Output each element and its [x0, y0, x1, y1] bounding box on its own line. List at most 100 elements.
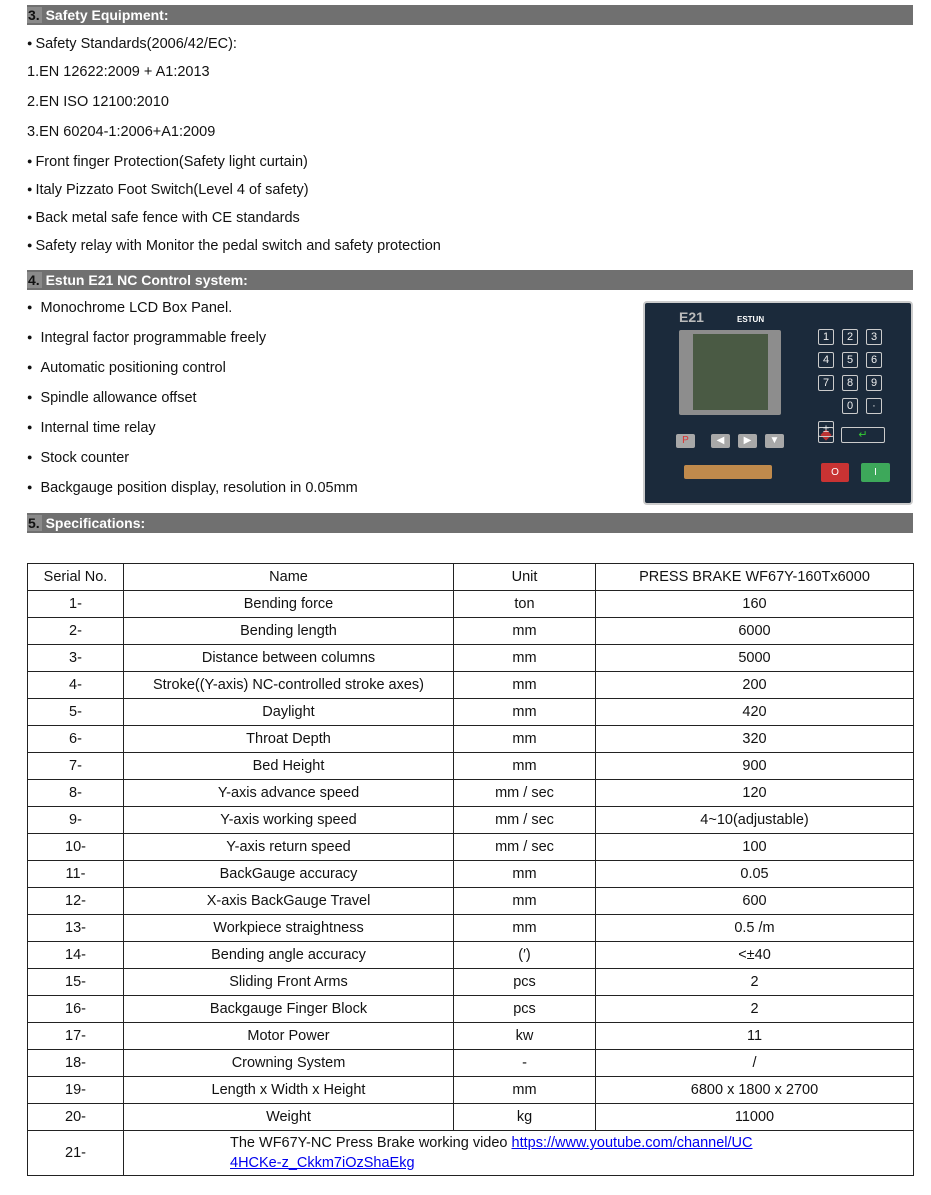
value-cell: 120 — [595, 779, 914, 807]
keypad-key: 0 — [842, 398, 858, 414]
serial-cell: 17- — [27, 1022, 124, 1050]
name-cell: Bending force — [123, 590, 454, 618]
serial-cell: 19- — [27, 1076, 124, 1104]
unit-cell: mm / sec — [453, 833, 596, 861]
value-cell: 100 — [595, 833, 914, 861]
start-button-icon: I — [861, 463, 890, 482]
table-row: 1- Bending force ton 160 — [27, 590, 914, 618]
serial-cell: 8- — [27, 779, 124, 807]
name-cell: Backgauge Finger Block — [123, 995, 454, 1023]
control-feature-item: Internal time relay — [27, 420, 155, 436]
section-title: Safety Equipment: — [45, 7, 169, 23]
control-feature-item: Monochrome LCD Box Panel. — [27, 300, 232, 316]
serial-cell: 13- — [27, 914, 124, 942]
keypad-key: ± — [818, 421, 834, 437]
keypad-key: 7 — [818, 375, 834, 391]
serial-cell: 6- — [27, 725, 124, 753]
youtube-link[interactable]: https://www.youtube.com/channel/UC4HCKe-… — [230, 1135, 753, 1171]
safety-item: 3.EN 60204-1:2006+A1:2009 — [27, 124, 216, 140]
unit-cell: mm — [453, 617, 596, 645]
safety-item: Italy Pizzato Foot Switch(Level 4 of saf… — [27, 182, 308, 198]
keypad-key: 2 — [842, 329, 858, 345]
serial-cell: 16- — [27, 995, 124, 1023]
table-row: 11- BackGauge accuracy mm 0.05 — [27, 860, 914, 888]
value-cell: 0.5 /m — [595, 914, 914, 942]
arrow-down-icon: ▼ — [765, 434, 784, 448]
unit-cell: mm — [453, 698, 596, 726]
table-row: 19- Length x Width x Height mm 6800 x 1800 … — [27, 1076, 914, 1104]
arrow-right-icon: ▶ — [738, 434, 757, 448]
table-row: 12- X-axis BackGauge Travel mm 600 — [27, 887, 914, 915]
keypad-key: · — [866, 398, 882, 414]
safety-item: Front finger Protection(Safety light cur… — [27, 154, 307, 170]
panel-brand-logo: ESTUN — [737, 315, 765, 324]
section-header-control: 4. Estun E21 NC Control system: — [27, 270, 913, 290]
section-title: Specifications: — [45, 515, 146, 531]
table-row-video: 21- The WF67Y-NC Press Brake working vide… — [27, 1130, 914, 1176]
value-cell: 420 — [595, 698, 914, 726]
name-cell: Y-axis return speed — [123, 833, 454, 861]
name-cell: Y-axis working speed — [123, 806, 454, 834]
serial-cell: 18- — [27, 1049, 124, 1077]
table-row: 16- Backgauge Finger Block pcs 2 — [27, 995, 914, 1023]
table-row: 10- Y-axis return speed mm / sec 100 — [27, 833, 914, 861]
video-text: The WF67Y-NC Press Brake working video — [230, 1135, 512, 1151]
value-cell: 200 — [595, 671, 914, 699]
section-header-safety: 3. Safety Equipment: — [27, 5, 913, 25]
lcd-bezel — [679, 330, 781, 415]
name-cell: Length x Width x Height — [123, 1076, 454, 1104]
section-number: 3. — [27, 7, 42, 23]
name-cell: Sliding Front Arms — [123, 968, 454, 996]
unit-cell: mm — [453, 725, 596, 753]
value-cell: 2 — [595, 968, 914, 996]
name-cell: X-axis BackGauge Travel — [123, 887, 454, 915]
unit-cell: mm / sec — [453, 779, 596, 807]
serial-cell: 7- — [27, 752, 124, 780]
name-cell: Crowning System — [123, 1049, 454, 1077]
unit-cell: mm / sec — [453, 806, 596, 834]
e21-control-panel-image: E21 ESTUN ↵ P ◀ ▶ ▼ O I 1 2 3 4 5 6 7 8 9 0 · ± — [643, 301, 913, 505]
serial-cell: 12- — [27, 887, 124, 915]
header-serial: Serial No. — [27, 563, 124, 591]
table-row: 7- Bed Height mm 900 — [27, 752, 914, 780]
table-row: 17- Motor Power kw 11 — [27, 1022, 914, 1050]
control-feature-item: Automatic positioning control — [27, 360, 225, 376]
value-cell: 6800 x 1800 x 2700 — [595, 1076, 914, 1104]
keypad-key: 5 — [842, 352, 858, 368]
keypad-key: 9 — [866, 375, 882, 391]
table-row: 4- Stroke((Y-axis) NC-controlled stroke a… — [27, 671, 914, 699]
serial-cell: 1- — [27, 590, 124, 618]
serial-cell: 9- — [27, 806, 124, 834]
unit-cell: kw — [453, 1022, 596, 1050]
keypad-key: 6 — [866, 352, 882, 368]
name-cell: BackGauge accuracy — [123, 860, 454, 888]
unit-cell: mm — [453, 914, 596, 942]
control-feature-item: Spindle allowance offset — [27, 390, 196, 406]
table-row: 9- Y-axis working speed mm / sec 4~10(adjus… — [27, 806, 914, 834]
header-name: Name — [123, 563, 454, 591]
name-cell: Y-axis advance speed — [123, 779, 454, 807]
name-cell: Stroke((Y-axis) NC-controlled stroke axe… — [123, 671, 454, 699]
table-row: 5- Daylight mm 420 — [27, 698, 914, 726]
value-cell: 11 — [595, 1022, 914, 1050]
table-row: 13- Workpiece straightness mm 0.5 /m — [27, 914, 914, 942]
serial-cell: 14- — [27, 941, 124, 969]
name-cell: Bending angle accuracy — [123, 941, 454, 969]
unit-cell: - — [453, 1049, 596, 1077]
arrow-left-icon: ◀ — [711, 434, 730, 448]
name-cell: Throat Depth — [123, 725, 454, 753]
table-row: 14- Bending angle accuracy (′) <±40 — [27, 941, 914, 969]
unit-cell: pcs — [453, 995, 596, 1023]
name-cell: Workpiece straightness — [123, 914, 454, 942]
unit-cell: (′) — [453, 941, 596, 969]
panel-model-logo: E21 — [679, 309, 704, 325]
serial-cell: 4- — [27, 671, 124, 699]
table-row: 15- Sliding Front Arms pcs 2 — [27, 968, 914, 996]
unit-cell: mm — [453, 671, 596, 699]
value-cell: 4~10(adjustable) — [595, 806, 914, 834]
stop-button-icon: O — [821, 463, 849, 482]
enter-key-icon: ↵ — [841, 427, 885, 443]
table-row: 2- Bending length mm 6000 — [27, 617, 914, 645]
name-cell: Weight — [123, 1103, 454, 1131]
value-cell: 320 — [595, 725, 914, 753]
